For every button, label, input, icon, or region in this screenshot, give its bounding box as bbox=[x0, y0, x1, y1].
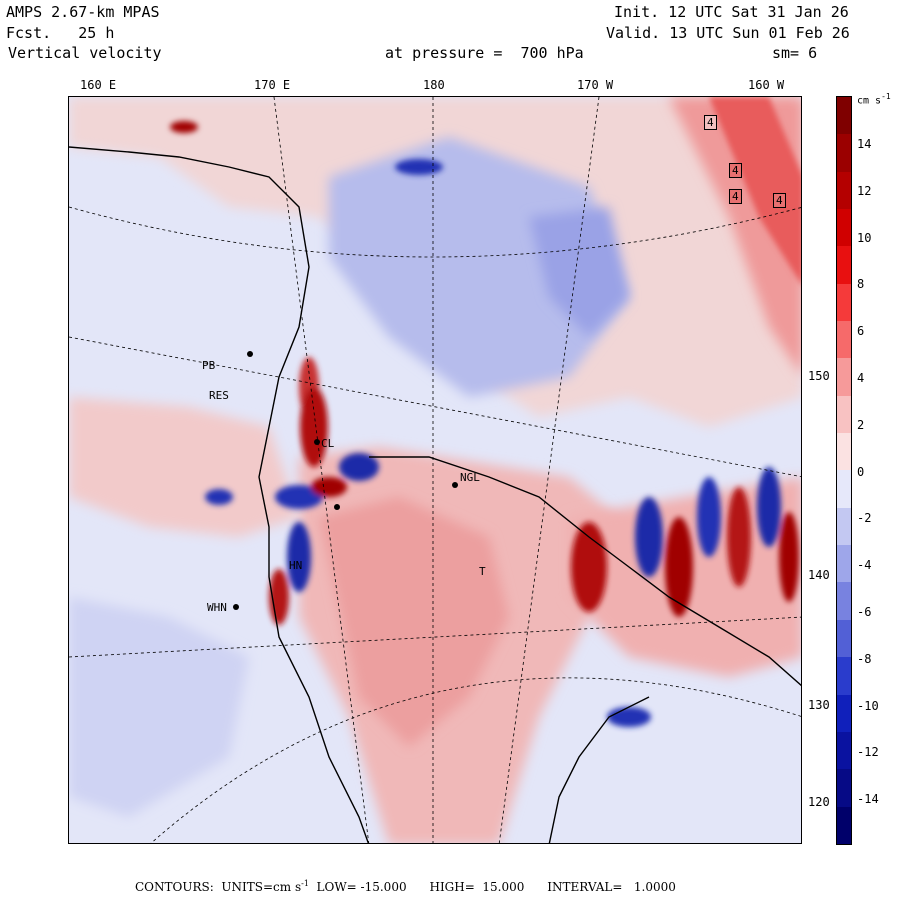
west-pink bbox=[69, 397, 299, 537]
model-title: AMPS 2.67-km MPAS bbox=[6, 3, 160, 21]
vertical-velocity-map bbox=[69, 97, 801, 843]
colorbar-tick-label: 10 bbox=[857, 230, 872, 245]
colorbar-tick-label: -8 bbox=[857, 651, 872, 666]
lon-label-170e: 170 E bbox=[254, 78, 291, 92]
colorbar-swatch bbox=[837, 731, 851, 770]
smoothing: sm= 6 bbox=[772, 44, 818, 62]
colorbar-tick-label: -6 bbox=[857, 605, 872, 619]
station-label-ngl: NGL bbox=[460, 471, 480, 484]
colorbar-swatch bbox=[837, 209, 851, 247]
lon-label-180: 180 bbox=[423, 78, 445, 92]
colorbar-swatch bbox=[837, 545, 851, 583]
colorbar-tick-label: 4 bbox=[857, 371, 865, 385]
contour-label-4c: 4 bbox=[729, 189, 742, 204]
colorbar-unit: cm s-1 bbox=[857, 92, 891, 107]
ice-shelf-upward bbox=[319, 497, 509, 747]
colorbar-tick-label: 12 bbox=[857, 183, 872, 198]
colorbar-tick-label: 8 bbox=[857, 277, 865, 292]
coastal-mountain-waves bbox=[170, 121, 443, 625]
colorbar-swatch bbox=[837, 395, 851, 434]
field-name: Vertical velocity bbox=[8, 44, 162, 62]
colorbar-tick-label: 14 bbox=[857, 137, 872, 151]
northeast-strong-band bbox=[709, 97, 801, 284]
graticule bbox=[69, 97, 801, 843]
init-time: Init. 12 UTC Sat 31 Jan 26 bbox=[614, 3, 849, 21]
contour-label-4b: 4 bbox=[729, 163, 742, 178]
colorbar-tick-label: 2 bbox=[857, 417, 865, 432]
colorbar-swatch bbox=[837, 694, 851, 732]
lon-label-160w: 160 W bbox=[748, 78, 785, 92]
colorbar-tick-label: -14 bbox=[857, 792, 879, 807]
lon-label-170w: 170 W bbox=[577, 78, 614, 92]
colorbar-swatch bbox=[837, 171, 851, 210]
colorbar-swatch bbox=[837, 358, 851, 396]
colorbar-tick-label: -12 bbox=[857, 745, 879, 760]
colorbar-tick-label: 6 bbox=[857, 324, 865, 339]
colorbar-swatch bbox=[837, 470, 851, 508]
colorbar-swatch bbox=[837, 283, 851, 322]
station-label-cl: CL bbox=[321, 437, 335, 450]
station-label-pb: PB bbox=[202, 359, 216, 372]
colorbar-swatch bbox=[837, 507, 851, 546]
central-blue-region bbox=[329, 137, 629, 397]
coastline bbox=[69, 146, 801, 843]
valid-time: Valid. 13 UTC Sun 01 Feb 26 bbox=[606, 24, 850, 42]
colorbar-tick-label: 0 bbox=[857, 464, 865, 479]
contour-label-4a: 4 bbox=[704, 115, 717, 130]
contour-info: CONTOURS: UNITS=cm s-1 LOW= -15.000 HIGH… bbox=[135, 879, 676, 894]
contour-label-4d: 4 bbox=[773, 193, 786, 208]
pressure-level: at pressure = 700 hPa bbox=[385, 44, 584, 62]
colorbar-swatch bbox=[837, 433, 851, 471]
lon-label-160e: 160 E bbox=[80, 78, 117, 92]
colorbar-tick-label: -2 bbox=[857, 511, 872, 526]
colorbar-swatch bbox=[837, 806, 851, 844]
southwest-blue bbox=[69, 597, 249, 817]
colorbar-swatch bbox=[837, 582, 851, 620]
colorbar-swatch bbox=[837, 657, 851, 695]
colorbar-tick-label: -10 bbox=[857, 698, 879, 713]
colorbar-swatch bbox=[837, 97, 851, 135]
colorbar-swatch bbox=[837, 769, 851, 807]
colorbar bbox=[836, 96, 852, 845]
station-label-res: RES bbox=[209, 389, 229, 402]
colorbar-swatch bbox=[837, 321, 851, 359]
station-dots bbox=[233, 351, 458, 610]
colorbar-swatch bbox=[837, 134, 851, 172]
colorbar-swatch bbox=[837, 246, 851, 284]
station-label-t: T bbox=[479, 565, 486, 578]
map-panel[interactable]: PB RES CL HN WHN NGL T 4 4 4 4 bbox=[68, 96, 802, 844]
station-label-hn: HN bbox=[289, 559, 303, 572]
central-blue-core bbox=[529, 207, 629, 337]
colorbar-tick-label: -4 bbox=[857, 558, 872, 573]
forecast-hour: Fcst. 25 h bbox=[6, 24, 115, 42]
station-label-whn: WHN bbox=[207, 601, 227, 614]
colorbar-swatch bbox=[837, 619, 851, 658]
